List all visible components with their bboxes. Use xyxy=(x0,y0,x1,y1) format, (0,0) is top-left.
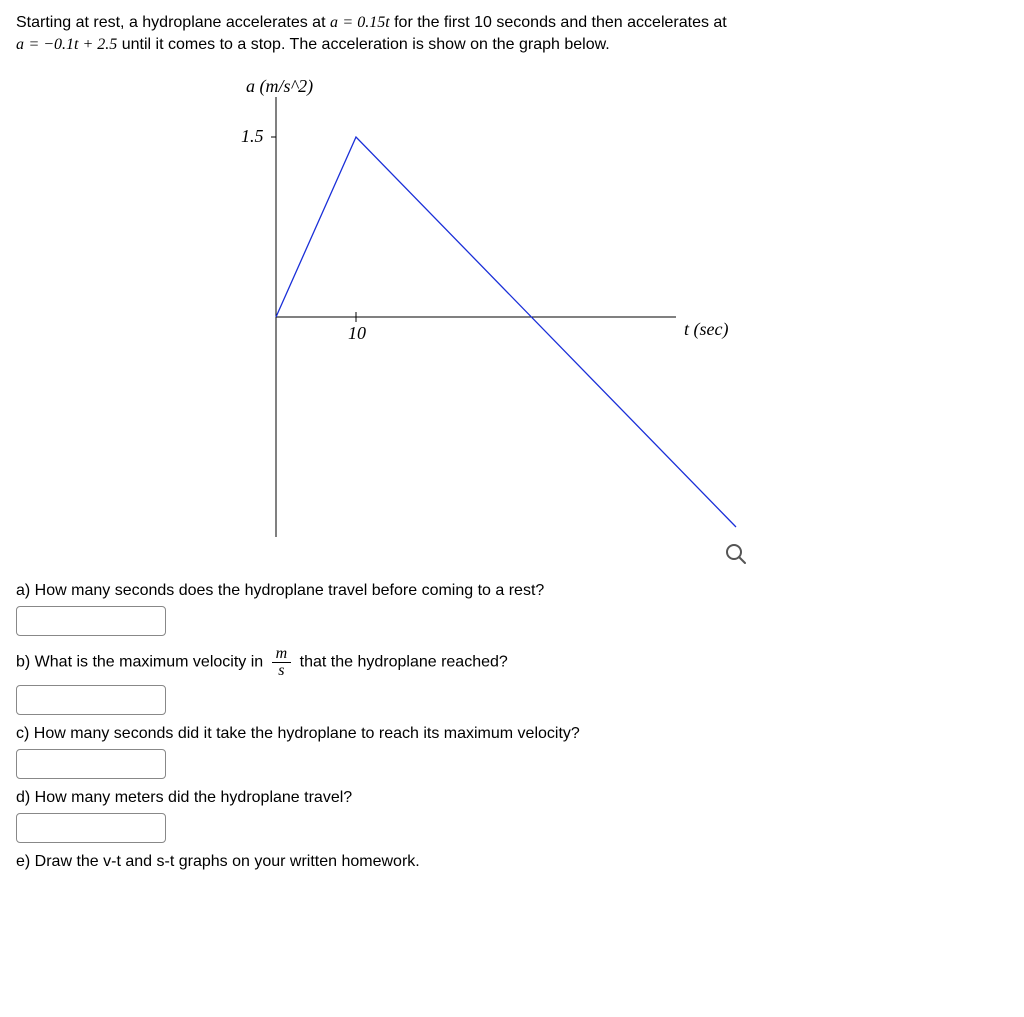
question-c: c) How many seconds did it take the hydr… xyxy=(16,725,1008,779)
questions-block: a) How many seconds does the hydroplane … xyxy=(16,582,1008,871)
svg-text:a (m/s^2): a (m/s^2) xyxy=(246,77,313,97)
equals: = xyxy=(28,36,43,53)
equation-2-rhs: −0.1t + 2.5 xyxy=(43,36,117,53)
question-b-post: that the hydroplane reached? xyxy=(300,654,508,671)
equals: = xyxy=(342,14,357,31)
question-d: d) How many meters did the hydroplane tr… xyxy=(16,789,1008,843)
answer-d-input[interactable] xyxy=(16,813,166,843)
question-d-text: d) How many meters did the hydroplane tr… xyxy=(16,789,1008,807)
answer-a-input[interactable] xyxy=(16,606,166,636)
chart-svg: a (m/s^2) 1.5 10 t (sec) xyxy=(196,77,756,537)
answer-c-input[interactable] xyxy=(16,749,166,779)
question-c-text: c) How many seconds did it take the hydr… xyxy=(16,725,1008,743)
question-b-text: b) What is the maximum velocity in m s t… xyxy=(16,646,1008,679)
question-a-text: a) How many seconds does the hydroplane … xyxy=(16,582,1008,600)
text-segment: Starting at rest, a hydroplane accelerat… xyxy=(16,14,330,31)
fraction-m-over-s: m s xyxy=(272,646,292,679)
text-segment: for the first 10 seconds and then accele… xyxy=(394,14,727,31)
answer-b-input[interactable] xyxy=(16,685,166,715)
problem-statement: Starting at rest, a hydroplane accelerat… xyxy=(16,12,1008,57)
question-a: a) How many seconds does the hydroplane … xyxy=(16,582,1008,636)
svg-text:10: 10 xyxy=(348,323,366,343)
svg-text:1.5: 1.5 xyxy=(241,126,264,146)
fraction-den: s xyxy=(272,663,292,679)
question-e: e) Draw the v-t and s-t graphs on your w… xyxy=(16,853,1008,871)
question-e-text: e) Draw the v-t and s-t graphs on your w… xyxy=(16,853,1008,871)
fraction-num: m xyxy=(272,646,292,663)
equation-2-lhs: a xyxy=(16,36,24,53)
text-segment: until it comes to a stop. The accelerati… xyxy=(122,36,610,53)
question-b-pre: b) What is the maximum velocity in xyxy=(16,654,268,671)
acceleration-chart: a (m/s^2) 1.5 10 t (sec) xyxy=(196,77,1008,542)
equation-1-rhs: 0.15t xyxy=(357,14,389,31)
question-b: b) What is the maximum velocity in m s t… xyxy=(16,646,1008,715)
magnify-icon[interactable] xyxy=(724,542,748,571)
svg-text:t (sec): t (sec) xyxy=(684,319,728,340)
equation-1-lhs: a xyxy=(330,14,338,31)
